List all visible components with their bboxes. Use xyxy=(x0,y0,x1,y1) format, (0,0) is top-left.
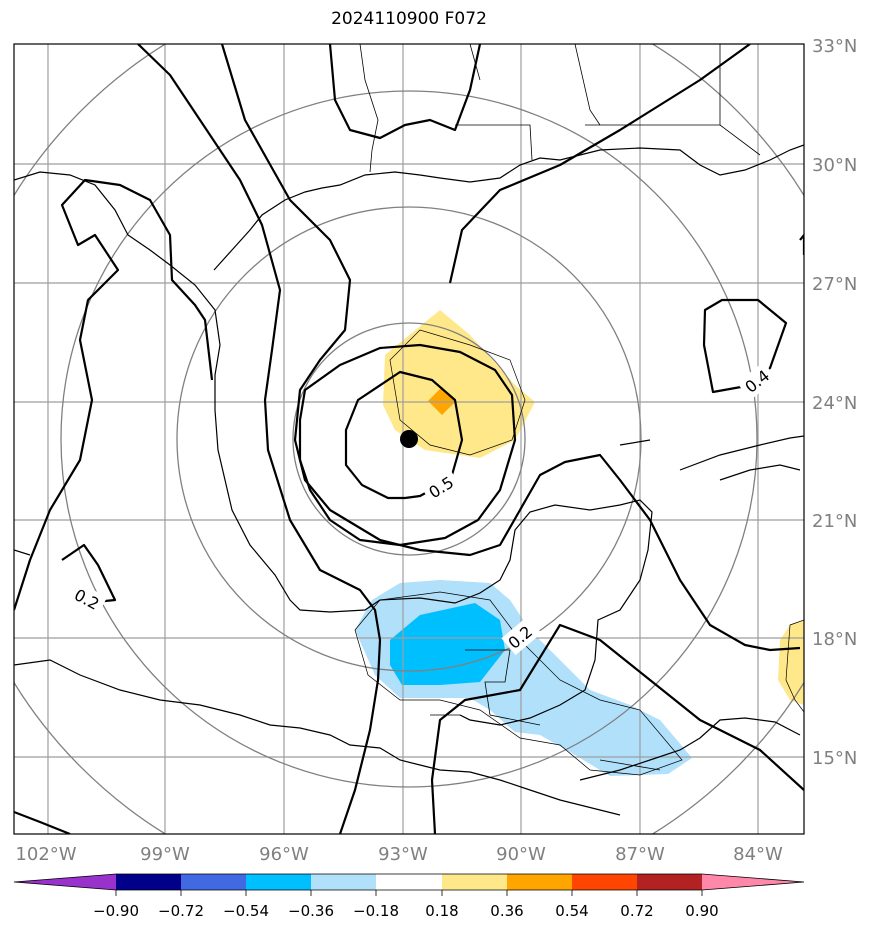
lat-label: 33°N xyxy=(812,36,857,57)
colorbar-segment xyxy=(702,874,804,890)
map-frame xyxy=(13,43,805,835)
lon-label: 87°W xyxy=(615,844,665,865)
colorbar-tick: 0.90 xyxy=(685,902,718,920)
map-title: 2024110900 F072 xyxy=(331,9,487,29)
colorbar-tick: −0.90 xyxy=(93,902,139,920)
latitude-labels: 33°N 30°N 27°N 24°N 21°N 18°N 15°N xyxy=(812,36,857,769)
lon-label: 93°W xyxy=(378,844,428,865)
lat-label: 21°N xyxy=(812,511,857,532)
lon-label: 96°W xyxy=(259,844,309,865)
colorbar-tick: −0.36 xyxy=(288,902,334,920)
colorbar-tick: −0.54 xyxy=(223,902,269,920)
colorbar-tick: −0.72 xyxy=(158,902,204,920)
lat-label: 30°N xyxy=(812,155,857,176)
colorbar-segment xyxy=(376,874,442,890)
lat-label: 27°N xyxy=(812,274,857,295)
colorbar-segment xyxy=(442,874,507,890)
colorbar-segment xyxy=(507,874,572,890)
colorbar-segment xyxy=(246,874,311,890)
colorbar-segment xyxy=(311,874,376,890)
colorbar-tick: 0.18 xyxy=(425,902,458,920)
positive-shading xyxy=(383,310,804,705)
colorbar-tick: 0.36 xyxy=(490,902,523,920)
colorbar: −0.90 −0.72 −0.54 −0.36 −0.18 0.18 0.36 … xyxy=(13,873,805,920)
lon-label: 90°W xyxy=(496,844,546,865)
negative-shading xyxy=(355,580,692,776)
colorbar-tick: 0.54 xyxy=(555,902,588,920)
lon-label: 99°W xyxy=(140,844,190,865)
lat-label: 24°N xyxy=(812,393,857,414)
gridlines xyxy=(14,44,804,834)
lon-label: 84°W xyxy=(733,844,783,865)
colorbar-segment xyxy=(572,874,637,890)
pressure-contours xyxy=(14,44,804,834)
lat-label: 18°N xyxy=(812,629,857,650)
lat-label: 15°N xyxy=(812,748,857,769)
distance-rings xyxy=(14,44,804,834)
colorbar-segment xyxy=(637,874,702,890)
lon-label: 102°W xyxy=(15,844,76,865)
colorbar-tick: 0.72 xyxy=(620,902,653,920)
colorbar-tick: −0.18 xyxy=(353,902,399,920)
colorbar-segment xyxy=(116,874,181,890)
colorbar-segment xyxy=(14,874,116,890)
storm-center-marker xyxy=(400,430,418,448)
coastlines xyxy=(14,144,804,816)
colorbar-segment xyxy=(181,874,246,890)
longitude-labels: 102°W 99°W 96°W 93°W 90°W 87°W 84°W xyxy=(15,844,783,865)
